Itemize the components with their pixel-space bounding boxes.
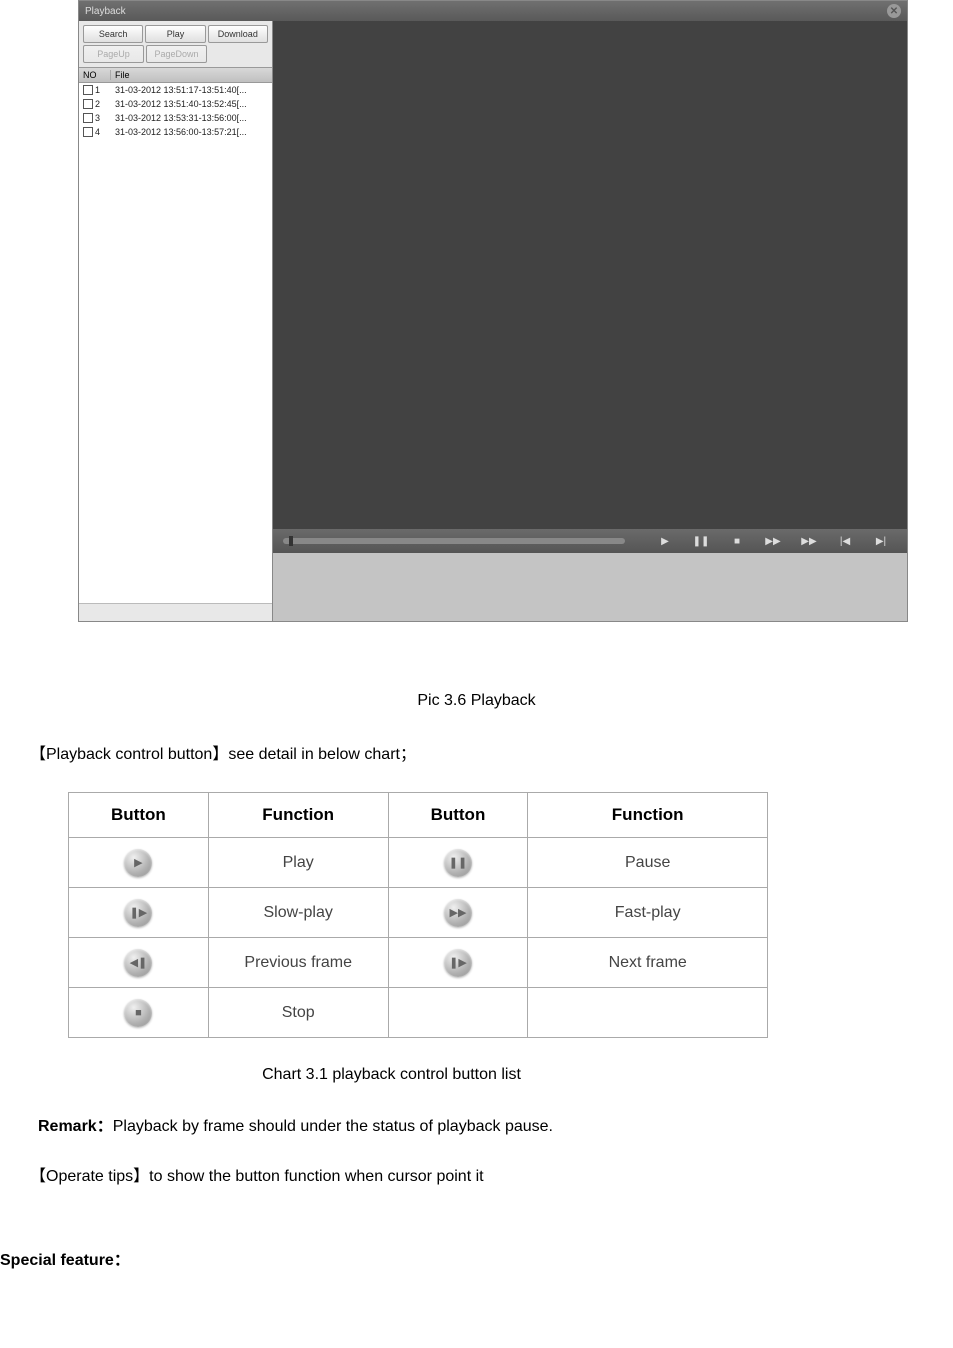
next-frame-icon[interactable]: ▶|	[871, 533, 891, 549]
table-row: ❚▶ Slow-play ▶▶ Fast-play	[69, 888, 768, 938]
playback-window: Playback ✕ Search Play Download PageUp P…	[78, 0, 908, 622]
playback-controls: ▶ ❚❚ ■ ▶▶ ▶▶ |◀ ▶|	[273, 529, 907, 553]
th-function: Function	[528, 793, 768, 838]
pause-button-icon: ❚❚	[444, 849, 472, 877]
window-title: Playback	[85, 6, 126, 17]
search-button[interactable]: Search	[83, 25, 143, 43]
close-icon[interactable]: ✕	[887, 4, 901, 18]
stop-button-icon: ■	[124, 999, 152, 1027]
fastplay-button-icon: ▶▶	[444, 899, 472, 927]
download-button[interactable]: Download	[208, 25, 268, 43]
nextframe-button-icon: ❚▶	[444, 949, 472, 977]
play-icon[interactable]: ▶	[655, 533, 675, 549]
status-bar	[79, 603, 272, 621]
func-label: Fast-play	[528, 888, 768, 938]
th-button: Button	[388, 793, 528, 838]
slow-icon[interactable]: ▶▶	[763, 533, 783, 549]
pause-icon[interactable]: ❚❚	[691, 533, 711, 549]
remark-label: Remark：	[38, 1118, 113, 1135]
file-list-header: NO File	[79, 67, 272, 83]
file-num: 2	[95, 99, 109, 109]
th-button: Button	[69, 793, 209, 838]
bottom-panel	[273, 553, 907, 621]
figure-caption: Pic 3.6 Playback	[0, 692, 953, 710]
pageup-button[interactable]: PageUp	[83, 45, 144, 63]
function-table: Button Function Button Function ▶ Play ❚…	[68, 792, 768, 1038]
list-item[interactable]: 4 31-03-2012 13:56:00-13:57:21[...	[79, 125, 272, 139]
progress-bar[interactable]	[283, 538, 625, 544]
chart-caption: Chart 3.1 playback control button list	[0, 1066, 953, 1084]
table-row: ◀❚ Previous frame ❚▶ Next frame	[69, 938, 768, 988]
empty-cell	[388, 988, 528, 1038]
file-list: 1 31-03-2012 13:51:17-13:51:40[... 2 31-…	[79, 83, 272, 603]
list-item[interactable]: 1 31-03-2012 13:51:17-13:51:40[...	[79, 83, 272, 97]
sidebar: Search Play Download PageUp PageDown NO …	[79, 21, 273, 621]
slowplay-button-icon: ❚▶	[124, 899, 152, 927]
checkbox-icon[interactable]	[83, 99, 93, 109]
func-label: Stop	[208, 988, 388, 1038]
list-item[interactable]: 3 31-03-2012 13:53:31-13:56:00[...	[79, 111, 272, 125]
remark-text: Playback by frame should under the statu…	[113, 1118, 553, 1135]
func-label: Slow-play	[208, 888, 388, 938]
pagedown-button[interactable]: PageDown	[146, 45, 207, 63]
checkbox-icon[interactable]	[83, 85, 93, 95]
func-label	[528, 988, 768, 1038]
paragraph-playback-control: 【Playback control button】see detail in b…	[30, 740, 953, 764]
col-no: NO	[79, 70, 111, 80]
video-canvas	[273, 21, 907, 529]
table-row: ▶ Play ❚❚ Pause	[69, 838, 768, 888]
col-file: File	[111, 70, 272, 80]
special-feature-heading: Special feature：	[0, 1246, 953, 1270]
func-label: Previous frame	[208, 938, 388, 988]
func-label: Next frame	[528, 938, 768, 988]
checkbox-icon[interactable]	[83, 127, 93, 137]
file-num: 1	[95, 85, 109, 95]
list-item[interactable]: 2 31-03-2012 13:51:40-13:52:45[...	[79, 97, 272, 111]
file-name: 31-03-2012 13:51:40-13:52:45[...	[109, 99, 272, 109]
func-label: Play	[208, 838, 388, 888]
play-button-icon: ▶	[124, 849, 152, 877]
file-num: 3	[95, 113, 109, 123]
prevframe-button-icon: ◀❚	[124, 949, 152, 977]
titlebar: Playback ✕	[79, 1, 907, 21]
remark-line: Remark：Playback by frame should under th…	[38, 1112, 953, 1136]
video-area: ▶ ❚❚ ■ ▶▶ ▶▶ |◀ ▶|	[273, 21, 907, 621]
play-button[interactable]: Play	[145, 25, 205, 43]
th-function: Function	[208, 793, 388, 838]
file-num: 4	[95, 127, 109, 137]
prev-frame-icon[interactable]: |◀	[835, 533, 855, 549]
file-name: 31-03-2012 13:56:00-13:57:21[...	[109, 127, 272, 137]
table-row: ■ Stop	[69, 988, 768, 1038]
file-name: 31-03-2012 13:51:17-13:51:40[...	[109, 85, 272, 95]
func-label: Pause	[528, 838, 768, 888]
file-name: 31-03-2012 13:53:31-13:56:00[...	[109, 113, 272, 123]
fast-icon[interactable]: ▶▶	[799, 533, 819, 549]
checkbox-icon[interactable]	[83, 113, 93, 123]
stop-icon[interactable]: ■	[727, 533, 747, 549]
operate-tips: 【Operate tips】to show the button functio…	[30, 1162, 953, 1186]
